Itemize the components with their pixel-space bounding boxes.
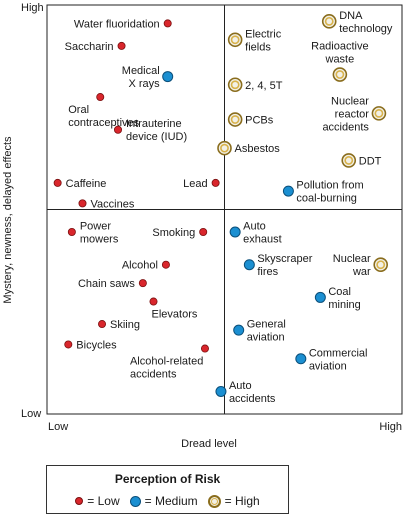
label-alcohol: Alcohol — [122, 260, 158, 272]
y-axis-title: Mystery, newness, delayed effects — [2, 136, 14, 304]
label-elevators: Elevators — [152, 309, 198, 321]
point-bicycles — [64, 340, 73, 349]
medium-risk-marker-icon — [129, 495, 141, 507]
y-axis-low-label: Low — [21, 408, 41, 420]
legend-item-medium: = Medium — [129, 494, 198, 508]
point-commercial-aviation — [295, 353, 307, 365]
legend-items: = Low = Medium = High — [47, 494, 288, 508]
label-ddt: DDT — [359, 155, 382, 167]
point-water-fluoridation — [163, 19, 172, 28]
point-alcohol — [161, 260, 170, 269]
point-coal-mining — [314, 291, 326, 303]
point-asbestos — [217, 140, 232, 156]
point-smoking — [199, 227, 208, 236]
label-nuclear-war: Nuclear war — [333, 253, 371, 278]
label-oral-contraceptives: Oral contraceptives — [68, 104, 139, 129]
label-auto-accidents: Auto accidents — [229, 380, 276, 405]
label-bicycles: Bicycles — [76, 339, 117, 351]
point-dna-technology — [321, 14, 337, 29]
point-ddt — [341, 153, 357, 168]
x-axis-title: Dread level — [181, 438, 237, 450]
label-skyscraper-fires: Skyscraper fires — [257, 253, 312, 278]
legend-label-high: = High — [224, 494, 260, 508]
legend-label-low: = Low — [87, 494, 120, 508]
point-caffeine — [53, 178, 62, 187]
legend-title: Perception of Risk — [114, 472, 221, 486]
low-risk-marker-icon — [75, 497, 84, 505]
label-alcohol-related-accidents: Alcohol-related accidents — [130, 356, 203, 381]
point-pollution-from-coal-burning — [282, 185, 294, 197]
point-auto-accidents — [215, 386, 227, 398]
label-commercial-aviation: Commercial aviation — [309, 347, 368, 372]
label-dna-technology: DNA technology — [339, 10, 393, 35]
legend: Perception of Risk = Low = Medium = High — [46, 465, 289, 514]
point-electric-fields — [227, 32, 243, 48]
point-vaccines — [78, 199, 87, 208]
point-2-4-5t — [227, 77, 243, 93]
point-elevators — [149, 297, 158, 306]
label-general-aviation: General aviation — [247, 319, 286, 344]
point-saccharin — [117, 41, 126, 50]
label-pollution-from-coal-burning: Pollution from coal-burning — [296, 180, 363, 205]
point-radioactive-waste — [332, 67, 348, 82]
point-pcbs — [227, 112, 243, 127]
label-vaccines: Vaccines — [91, 198, 135, 210]
x-axis-low-label: Low — [48, 421, 68, 433]
label-auto-exhaust: Auto exhaust — [243, 220, 282, 245]
y-axis-high-label: High — [21, 2, 44, 14]
label-2-4-5t: 2, 4, 5T — [245, 80, 283, 92]
label-coal-mining: Coal mining — [328, 286, 360, 311]
point-skyscraper-fires — [243, 259, 255, 271]
label-caffeine: Caffeine — [66, 178, 107, 190]
point-nuclear-reactor-accidents — [371, 106, 387, 121]
legend-item-high: = High — [207, 494, 260, 508]
data-points: Water fluoridation Saccharin Medical X rays… — [53, 10, 393, 405]
point-alcohol-related-accidents — [200, 344, 209, 353]
label-radioactive-waste: Radioactive waste — [311, 41, 368, 66]
x-axis-high-label: High — [379, 421, 402, 433]
label-lead: Lead — [183, 178, 207, 190]
label-chain-saws: Chain saws — [78, 278, 135, 290]
point-nuclear-war — [373, 257, 389, 273]
label-asbestos: Asbestos — [235, 143, 281, 155]
point-lead — [211, 178, 220, 187]
label-power-mowers: Power mowers — [80, 220, 119, 245]
point-medical-x-rays — [162, 71, 174, 83]
label-intrauterine-device-iud: Intrauterine device (IUD) — [126, 118, 187, 143]
label-skiing: Skiing — [110, 319, 140, 331]
legend-label-medium: = Medium — [144, 494, 198, 508]
point-chain-saws — [138, 279, 147, 288]
label-smoking: Smoking — [152, 227, 195, 239]
label-saccharin: Saccharin — [65, 41, 114, 53]
point-power-mowers — [67, 227, 76, 236]
high-risk-marker-icon — [207, 494, 221, 508]
point-auto-exhaust — [229, 226, 241, 238]
label-electric-fields: Electric fields — [245, 28, 282, 53]
point-oral-contraceptives — [96, 93, 105, 102]
point-general-aviation — [233, 324, 245, 336]
point-skiing — [98, 320, 107, 329]
point-intrauterine-device-iud — [114, 125, 123, 134]
label-water-fluoridation: Water fluoridation — [74, 18, 160, 30]
label-medical-x-rays: Medical X rays — [122, 65, 160, 90]
legend-item-low: = Low — [75, 494, 120, 508]
label-pcbs: PCBs — [245, 115, 274, 127]
label-nuclear-reactor-accidents: Nuclear reactor accidents — [322, 95, 369, 133]
